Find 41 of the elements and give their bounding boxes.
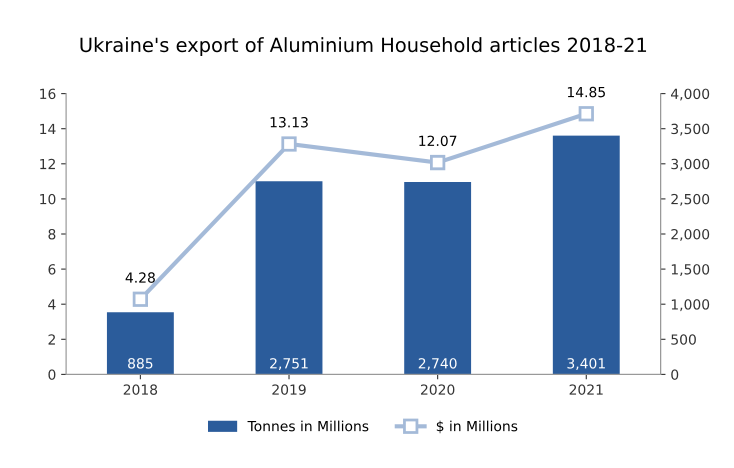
chart-title: Ukraine's export of Aluminium Household articles 2018-21	[80, 37, 646, 56]
y-tick-label: 4	[48, 299, 56, 310]
y2-tick-label: 1,000	[672, 299, 710, 312]
x-tick-label: 2021	[570, 384, 603, 395]
y-tick-label: 2	[48, 334, 55, 345]
legend-label: Tonnes in Millions	[248, 420, 368, 432]
bar	[106, 312, 174, 374]
y2-tick-label: 4,000	[671, 88, 710, 100]
x-tick-label: 2018	[124, 384, 158, 395]
y-tick-label: 10	[40, 194, 56, 204]
x-tick-label: 2020	[420, 384, 454, 395]
y-tick-label: 8	[48, 228, 56, 240]
y2-tick-label: 2,000	[671, 228, 710, 241]
y2-tick-label: 2,500	[671, 194, 710, 206]
bar	[552, 136, 620, 374]
x-tick-label: 2019	[272, 384, 306, 395]
y-tick-label: 14	[40, 124, 56, 134]
y-tick-label: 0	[48, 369, 56, 380]
data-label: 885	[128, 358, 152, 369]
data-label: 4.28	[126, 272, 155, 283]
data-label: 3,401	[567, 358, 605, 370]
bar	[404, 182, 472, 374]
y2-tick-label: 3,500	[671, 124, 710, 136]
legend-label: $ in Millions	[436, 420, 518, 434]
data-label: 13.13	[270, 116, 308, 128]
point	[430, 154, 446, 170]
data-label: 2,751	[270, 358, 308, 370]
y2-tick-label: 500	[671, 334, 696, 345]
y-tick-label: 6	[48, 264, 56, 275]
y-tick-label: 16	[40, 88, 56, 100]
y2-tick-label: 0	[671, 369, 678, 380]
bar	[256, 181, 322, 374]
data-label: 14.85	[568, 86, 605, 98]
point	[281, 136, 297, 152]
y-tick-label: 12	[40, 158, 55, 170]
point	[132, 292, 148, 307]
y2-tick-label: 1,500	[672, 264, 710, 276]
data-label: 12.07	[419, 136, 456, 146]
point	[578, 106, 594, 122]
y2-tick-label: 3,000	[671, 158, 710, 171]
data-label: 2,740	[418, 358, 457, 370]
